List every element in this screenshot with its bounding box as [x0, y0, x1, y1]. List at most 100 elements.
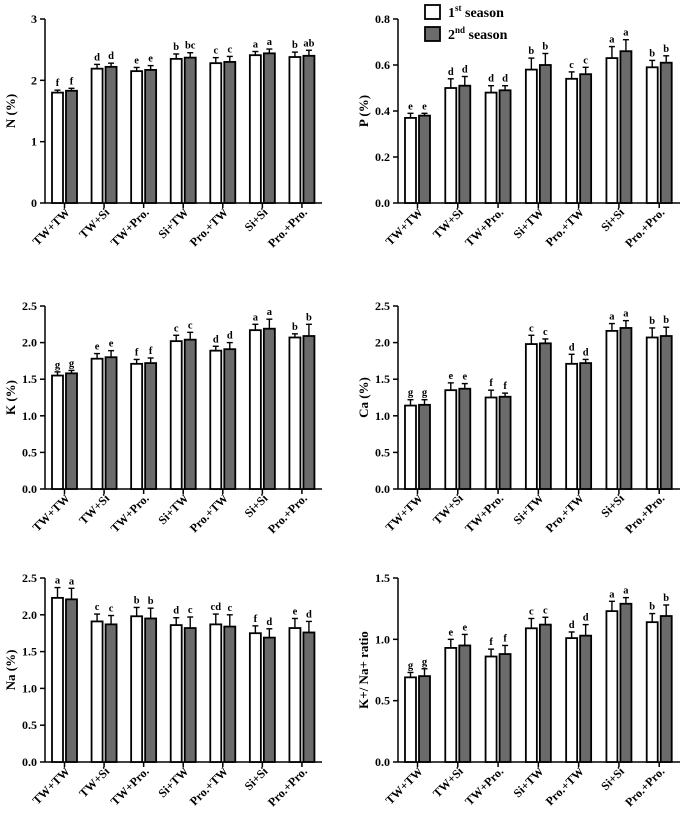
x-tick-label: Si+Si: [598, 205, 627, 234]
significance-label: f: [135, 347, 139, 358]
x-tick-label: TW+Pro.: [108, 764, 152, 808]
x-tick-label: TW+TW: [30, 205, 73, 248]
x-tick-label: TW+Si: [430, 491, 466, 527]
y-axis-label: Ca (%): [356, 377, 371, 418]
significance-label: e: [95, 342, 100, 353]
bar-s2: [65, 89, 78, 204]
bar-s1: [645, 621, 659, 763]
significance-label: g: [55, 360, 61, 371]
bar-s2: [538, 623, 552, 763]
y-axis-label: N (%): [3, 94, 18, 128]
bar-s2: [223, 348, 237, 490]
x-tick-label: Si+Si: [242, 491, 271, 520]
significance-label: e: [293, 606, 298, 617]
significance-label: d: [227, 331, 233, 342]
x-tick-label: Si+TW: [155, 764, 191, 800]
x-tick-label: TW+TW: [30, 764, 73, 807]
bar-s1: [51, 596, 64, 763]
y-tick-label: 2.0: [375, 336, 390, 350]
y-tick-label: 2: [31, 73, 37, 87]
bar-s2: [65, 598, 78, 763]
significance-label: c: [174, 323, 179, 334]
bar-s2: [418, 675, 431, 763]
bar-s2: [104, 623, 118, 763]
x-tick-label: Si+Si: [242, 205, 271, 234]
x-tick-label: TW+Si: [430, 764, 466, 800]
bar-s2: [659, 61, 673, 204]
bar-s1: [169, 624, 183, 763]
significance-label: f: [70, 76, 74, 87]
bar-s2: [183, 56, 197, 204]
significance-label: c: [188, 320, 193, 331]
significance-label: a: [253, 312, 259, 323]
significance-label: b: [173, 42, 179, 53]
x-tick-label: Pro.+TW: [543, 205, 587, 249]
bar-s1: [645, 66, 659, 204]
bar-s2: [302, 54, 316, 204]
x-tick-label: TW+Pro.: [108, 205, 152, 249]
bar-s2: [302, 335, 316, 490]
bar-s1: [51, 374, 64, 490]
y-axis-label: Na (%): [3, 650, 18, 691]
significance-label: b: [649, 48, 655, 59]
bar-s1: [404, 676, 417, 763]
y-tick-label: 0.0: [22, 755, 37, 769]
x-tick-label: Si+TW: [155, 491, 191, 527]
y-tick-label: 2.0: [22, 608, 37, 622]
x-tick-label: Pro.+TW: [543, 764, 587, 808]
bar-s2: [262, 636, 276, 763]
bar-s2: [144, 617, 158, 763]
bar-s2: [262, 52, 276, 204]
significance-label: d: [266, 617, 272, 628]
y-tick-label: 0.6: [375, 58, 390, 72]
significance-label: c: [543, 605, 548, 616]
significance-label: d: [462, 65, 468, 76]
x-tick-label: Pro.+TW: [187, 205, 231, 249]
bar-s2: [223, 625, 237, 763]
x-tick-label: Pro.+Pro.: [265, 491, 310, 536]
significance-label: e: [408, 101, 413, 112]
y-tick-label: 2.5: [22, 299, 37, 313]
significance-label: d: [448, 67, 454, 78]
significance-label: f: [503, 633, 507, 644]
significance-label: a: [267, 307, 273, 318]
significance-label: e: [462, 372, 467, 383]
x-tick-label: TW+Pro.: [108, 491, 152, 535]
bar-s1: [130, 70, 144, 204]
significance-label: a: [55, 576, 61, 587]
significance-label: d: [569, 342, 575, 353]
significance-label: b: [148, 596, 154, 607]
significance-label: e: [422, 101, 427, 112]
legend-swatch-season2: [424, 26, 441, 42]
significance-label: cd: [211, 602, 222, 613]
significance-label: a: [69, 576, 75, 587]
bar-s1: [524, 343, 538, 490]
bar-s2: [183, 627, 197, 763]
x-tick-label: TW+Si: [76, 764, 112, 800]
bar-s1: [605, 329, 619, 490]
y-tick-label: 1.0: [22, 681, 37, 695]
bar-s1: [248, 329, 262, 490]
y-axis-label: K+/ Na+ ratio: [356, 631, 371, 709]
legend: 1st season 2nd season: [424, 3, 508, 43]
legend-swatch-season1: [424, 4, 441, 20]
significance-label: c: [95, 602, 100, 613]
significance-label: d: [583, 613, 589, 624]
significance-label: c: [543, 327, 548, 338]
bar-s1: [565, 637, 579, 763]
bar-s2: [579, 362, 593, 490]
y-tick-label: 2.0: [22, 336, 37, 350]
bar-s2: [418, 403, 431, 490]
bar-s2: [659, 335, 673, 490]
significance-label: b: [663, 593, 669, 604]
bar-s1: [404, 404, 417, 490]
significance-label: g: [69, 358, 75, 369]
bar-s1: [248, 54, 262, 204]
significance-label: d: [108, 51, 114, 62]
y-tick-label: 0.5: [22, 445, 37, 459]
significance-label: f: [503, 381, 507, 392]
significance-label: f: [149, 346, 153, 357]
y-tick-label: 0.5: [375, 445, 390, 459]
significance-label: b: [649, 602, 655, 613]
